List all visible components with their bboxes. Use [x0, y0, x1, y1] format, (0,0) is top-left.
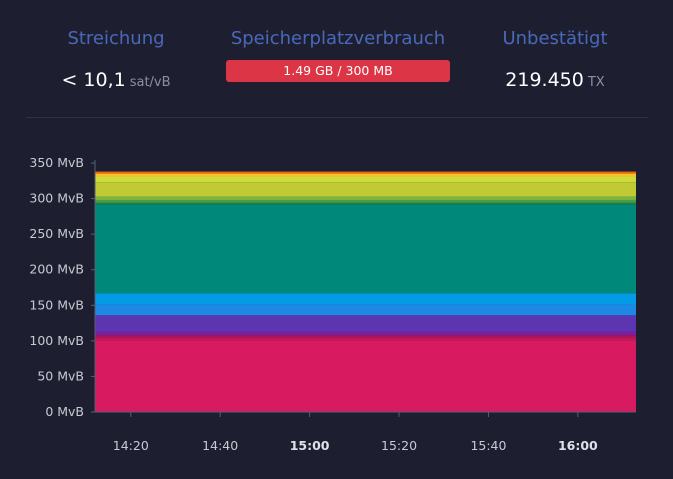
area-series-9 — [95, 202, 636, 205]
area-series-14 — [95, 173, 636, 177]
x-tick-label: 16:00 — [558, 438, 598, 453]
area-series-13 — [95, 176, 636, 183]
x-tick-label: 15:20 — [381, 438, 417, 453]
memory-stat: Speicherplatzverbrauch 1.49 GB / 300 MB — [222, 26, 454, 82]
area-series-16 — [95, 171, 636, 173]
x-tick-label: 15:00 — [290, 438, 330, 453]
chart-axes: 0 MvB 50 MvB 100 MvB 150 MvB 200 MvB 250 MvB 3… — [29, 155, 636, 453]
x-tick-label: 14:20 — [113, 438, 149, 453]
y-tick-label: 350 MvB — [29, 155, 84, 170]
mempool-chart[interactable]: 0 MvB 50 MvB 100 MvB 150 MvB 200 MvB 250 MvB 3… — [0, 140, 673, 460]
unconfirmed-value-row: 219.450 TX — [490, 68, 620, 95]
memory-usage-bar: 1.49 GB / 300 MB — [226, 60, 450, 82]
area-series-10 — [95, 199, 636, 203]
divider — [26, 117, 648, 118]
area-series-3 — [95, 335, 636, 338]
x-tick-label: 14:40 — [202, 438, 238, 453]
x-tick-label: 15:40 — [470, 438, 506, 453]
y-tick-label: 200 MvB — [29, 262, 84, 277]
area-series-11 — [95, 196, 636, 200]
area-series-5 — [95, 315, 636, 332]
y-tick-label: 100 MvB — [29, 333, 84, 348]
unconfirmed-label: Unbestätigt — [502, 28, 608, 49]
area-series-12 — [95, 182, 636, 197]
y-tick-label: 300 MvB — [29, 191, 84, 206]
stats-header: Streichung < 10,1 sat/vB Speicherplatzver… — [0, 0, 673, 118]
area-series-7 — [95, 293, 636, 305]
unconfirmed-value: 219.450 — [505, 69, 584, 91]
y-tick-label: 50 MvB — [37, 368, 84, 383]
y-tick-label: 150 MvB — [29, 297, 84, 312]
fee-value: < 10,1 — [61, 69, 126, 91]
fee-value-row: < 10,1 sat/vB — [44, 68, 188, 95]
area-series-2 — [95, 337, 636, 341]
fee-unit: sat/vB — [129, 75, 171, 90]
area-series-4 — [95, 331, 636, 336]
area-series-15 — [95, 172, 636, 174]
y-tick-label: 0 MvB — [45, 404, 84, 419]
fee-stat: Streichung < 10,1 sat/vB — [44, 26, 188, 95]
area-series-8 — [95, 204, 636, 294]
y-tick-label: 250 MvB — [29, 226, 84, 241]
area-series-6 — [95, 304, 636, 316]
chart-areas — [95, 171, 636, 412]
unconfirmed-unit: TX — [587, 75, 605, 90]
unconfirmed-stat: Unbestätigt 219.450 TX — [490, 26, 620, 95]
memory-label: Speicherplatzverbrauch — [230, 28, 446, 49]
fee-label: Streichung — [67, 28, 165, 49]
area-series-1 — [95, 340, 636, 412]
